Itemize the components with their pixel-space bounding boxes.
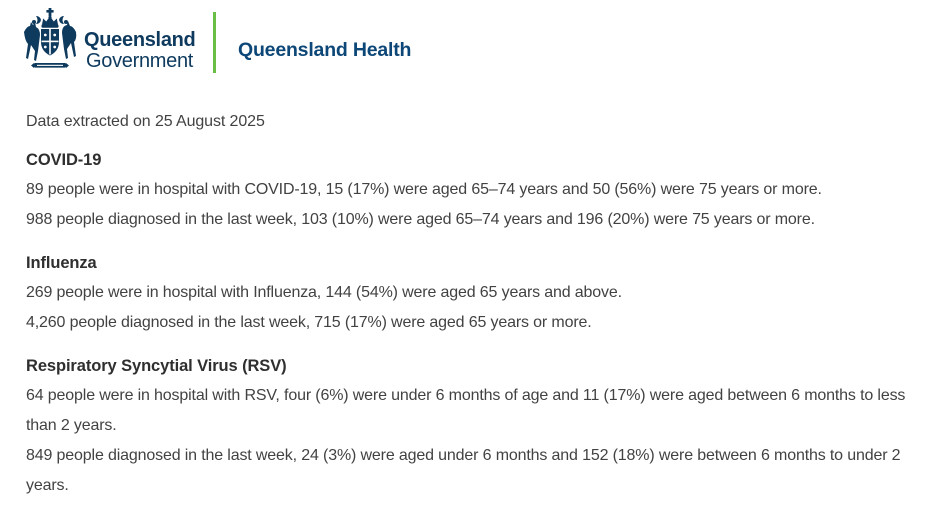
covid19-heading: COVID-19 [26,151,102,169]
influenza-hospital-stat: 269 people were in hospital with Influen… [26,284,622,301]
influenza-heading: Influenza [26,254,97,272]
influenza-diagnosed-stat: 4,260 people diagnosed in the last week,… [26,314,592,331]
header-divider [213,12,216,73]
rsv-diagnosed-stat: 849 people diagnosed in the last week, 2… [26,447,901,494]
site-title-queensland-health[interactable]: Queensland Health [238,39,412,61]
coat-of-arms-icon [24,8,77,68]
rsv-hospital-stat: 64 people were in hospital with RSV, fou… [26,387,906,434]
covid19-hospital-stat: 89 people were in hospital with COVID-19… [26,181,822,198]
data-extracted-line: Data extracted on 25 August 2025 [26,113,265,130]
covid19-diagnosed-stat: 988 people diagnosed in the last week, 1… [26,211,815,228]
qld-government-logo[interactable]: Queensland Government [22,8,196,74]
logo-line-queensland: Queensland [84,29,196,51]
site-header: Queensland Government Queensland Health [0,0,948,100]
logo-line-government: Government [86,50,194,72]
section-rsv: Respiratory Syncytial Virus (RSV) 64 peo… [26,355,928,501]
section-covid19: COVID-19 89 people were in hospital with… [26,149,928,235]
logo-wordmark: Queensland Government [84,8,196,72]
section-influenza: Influenza 269 people were in hospital wi… [26,252,928,338]
report-content: Data extracted on 25 August 2025 COVID-1… [26,112,928,501]
rsv-heading: Respiratory Syncytial Virus (RSV) [26,357,287,375]
